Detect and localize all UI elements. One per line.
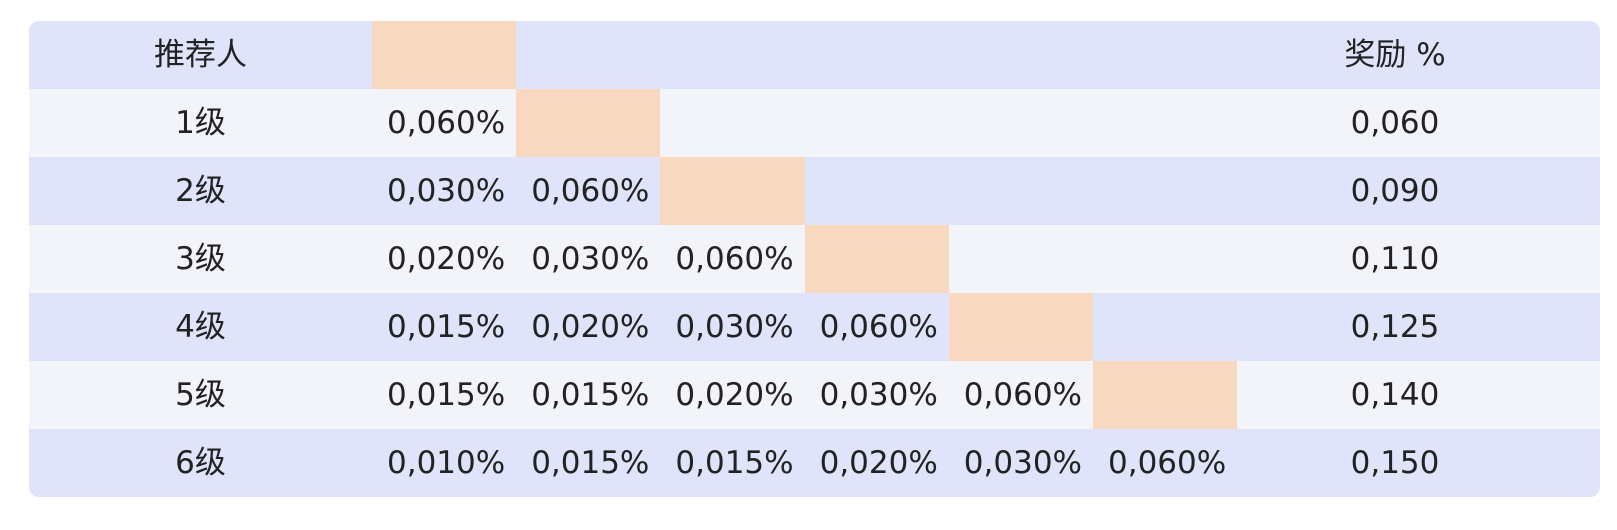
- rate-cell: 0,020%: [819, 445, 938, 481]
- header-label: 推荐人: [154, 37, 247, 73]
- level-label: 5级: [175, 377, 226, 413]
- reward-cell: 0,060: [1350, 105, 1440, 141]
- rate-cell: 0,030%: [819, 377, 938, 413]
- header-reward: 奖励 %: [1344, 37, 1446, 73]
- rate-cell: 0,015%: [531, 377, 650, 413]
- highlight-cell: [1093, 361, 1238, 429]
- rate-cell: 0,020%: [387, 241, 506, 277]
- rate-cell: 0,010%: [387, 445, 506, 481]
- referral-table: 推荐人 奖励 % 1级 0,060% 0,060 2级 0,030% 0,060% 0,090 3…: [29, 21, 1600, 497]
- rate-cell: 0,030%: [675, 309, 794, 345]
- level-label: 6级: [175, 445, 226, 481]
- rate-cell: 0,060%: [387, 105, 506, 141]
- rate-cell: 0,020%: [675, 377, 794, 413]
- level-label: 1级: [175, 105, 226, 141]
- highlight-cell: [948, 293, 1093, 361]
- reward-cell: 0,090: [1350, 173, 1440, 209]
- table-row: 6级 0,010% 0,015% 0,015% 0,020% 0,030% 0,060% 0,…: [29, 429, 1600, 497]
- level-label: 4级: [175, 309, 226, 345]
- rate-cell: 0,060%: [531, 173, 650, 209]
- rate-cell: 0,015%: [675, 445, 794, 481]
- level-label: 2级: [175, 173, 226, 209]
- highlight-cell: [516, 89, 661, 157]
- reward-cell: 0,125: [1350, 309, 1440, 345]
- table-row: 5级 0,015% 0,015% 0,020% 0,030% 0,060% 0,140: [29, 361, 1600, 429]
- highlight-cell: [660, 157, 805, 225]
- table-row: 1级 0,060% 0,060: [29, 89, 1600, 157]
- rate-cell: 0,030%: [531, 241, 650, 277]
- rate-cell: 0,030%: [963, 445, 1082, 481]
- table-row: 2级 0,030% 0,060% 0,090: [29, 157, 1600, 225]
- rate-cell: 0,060%: [675, 241, 794, 277]
- rate-cell: 0,015%: [531, 445, 650, 481]
- reward-cell: 0,140: [1350, 377, 1440, 413]
- rate-cell: 0,015%: [387, 309, 506, 345]
- level-label: 3级: [175, 241, 226, 277]
- rate-cell: 0,060%: [1108, 445, 1227, 481]
- table-row: 4级 0,015% 0,020% 0,030% 0,060% 0,125: [29, 293, 1600, 361]
- highlight-cell: [372, 21, 517, 89]
- header-row: 推荐人 奖励 %: [29, 21, 1600, 89]
- rate-cell: 0,060%: [963, 377, 1082, 413]
- rate-cell: 0,060%: [819, 309, 938, 345]
- rate-cell: 0,015%: [387, 377, 506, 413]
- rate-cell: 0,020%: [531, 309, 650, 345]
- table-row: 3级 0,020% 0,030% 0,060% 0,110: [29, 225, 1600, 293]
- reward-cell: 0,110: [1350, 241, 1440, 277]
- highlight-cell: [804, 225, 949, 293]
- rate-cell: 0,030%: [387, 173, 506, 209]
- reward-cell: 0,150: [1350, 445, 1440, 481]
